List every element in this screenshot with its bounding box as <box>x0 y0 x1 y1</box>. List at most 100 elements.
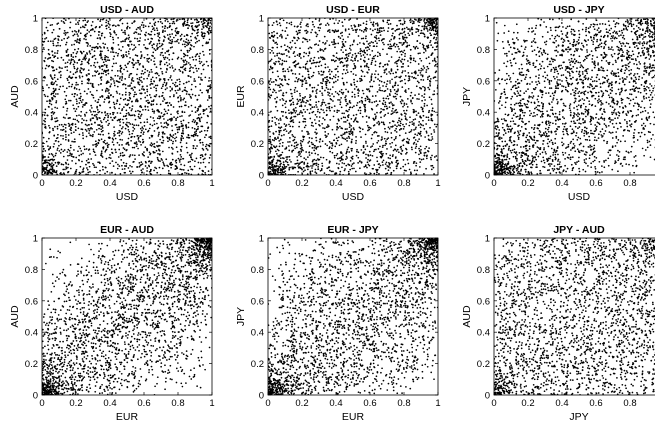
data-point <box>300 105 303 108</box>
data-point <box>431 107 434 110</box>
data-point <box>384 103 387 106</box>
data-point <box>427 76 429 79</box>
data-point <box>361 50 364 53</box>
data-point <box>314 31 317 34</box>
data-point <box>410 100 412 103</box>
data-point <box>426 65 429 68</box>
data-point <box>183 53 186 56</box>
data-point <box>356 18 358 20</box>
data-point <box>208 53 211 55</box>
data-point <box>342 91 345 94</box>
data-point <box>93 131 96 133</box>
data-point <box>342 81 345 84</box>
data-point <box>73 107 75 110</box>
data-point <box>55 117 58 119</box>
data-point <box>419 123 422 125</box>
data-point <box>303 51 306 54</box>
data-point <box>99 50 102 53</box>
data-point <box>276 96 278 99</box>
data-point <box>154 146 156 149</box>
data-point <box>120 159 123 161</box>
data-point <box>399 122 402 125</box>
data-point <box>369 44 371 47</box>
data-point <box>82 137 84 140</box>
data-point <box>154 24 156 27</box>
data-point <box>186 51 189 53</box>
data-point <box>206 149 209 151</box>
data-point <box>315 159 318 162</box>
data-point <box>313 149 316 152</box>
data-point <box>52 42 55 45</box>
data-point <box>174 124 177 126</box>
data-point <box>290 144 293 147</box>
data-point <box>202 158 205 161</box>
data-point <box>404 132 407 134</box>
data-point <box>393 36 396 38</box>
data-point <box>430 119 433 121</box>
data-point <box>269 130 271 133</box>
data-point <box>201 91 203 94</box>
data-point <box>118 129 121 132</box>
data-point <box>51 59 53 62</box>
data-point <box>334 76 337 79</box>
data-point <box>322 109 324 111</box>
data-point <box>48 164 51 167</box>
data-point <box>312 59 315 62</box>
data-point <box>51 167 54 170</box>
data-point <box>422 65 425 67</box>
data-point <box>176 126 178 129</box>
data-point <box>196 32 198 35</box>
data-point <box>433 25 435 28</box>
data-point <box>166 57 169 59</box>
data-point <box>184 101 187 103</box>
data-point <box>317 65 320 68</box>
data-point <box>417 24 420 27</box>
data-point <box>148 151 151 154</box>
data-point <box>51 50 54 53</box>
data-point <box>196 34 199 37</box>
data-point <box>311 137 313 140</box>
data-point <box>52 113 55 115</box>
data-point <box>363 151 365 153</box>
data-point <box>87 69 90 72</box>
data-point <box>357 60 359 62</box>
data-point <box>67 122 70 125</box>
data-point <box>62 125 65 128</box>
data-point <box>69 146 72 149</box>
data-point <box>410 146 413 149</box>
data-point <box>146 88 148 91</box>
data-point <box>369 127 372 129</box>
data-point <box>370 33 373 36</box>
data-point <box>341 34 343 37</box>
data-point <box>306 108 309 111</box>
data-point <box>162 97 165 99</box>
data-point <box>202 68 205 71</box>
data-point <box>345 60 348 63</box>
data-point <box>290 69 293 72</box>
data-point <box>144 96 147 99</box>
data-point <box>75 108 78 110</box>
data-point <box>337 93 340 96</box>
data-point <box>281 151 284 154</box>
data-point <box>303 101 305 103</box>
data-point <box>385 173 387 175</box>
data-point <box>132 160 135 163</box>
data-point <box>181 90 184 93</box>
data-point <box>317 70 320 73</box>
data-point <box>93 64 95 67</box>
y-tick-label: 0.2 <box>25 139 38 150</box>
data-point <box>199 62 201 65</box>
data-point <box>72 118 75 121</box>
data-point <box>183 111 186 114</box>
data-point <box>387 112 389 115</box>
data-point <box>61 129 64 131</box>
data-point <box>77 83 79 86</box>
data-point <box>124 98 127 100</box>
y-tick-label: 0 <box>33 171 38 182</box>
data-point <box>350 125 353 127</box>
data-point <box>284 125 287 127</box>
data-point <box>135 100 137 103</box>
data-point <box>382 103 384 106</box>
data-point <box>70 53 73 56</box>
data-point <box>368 68 370 71</box>
